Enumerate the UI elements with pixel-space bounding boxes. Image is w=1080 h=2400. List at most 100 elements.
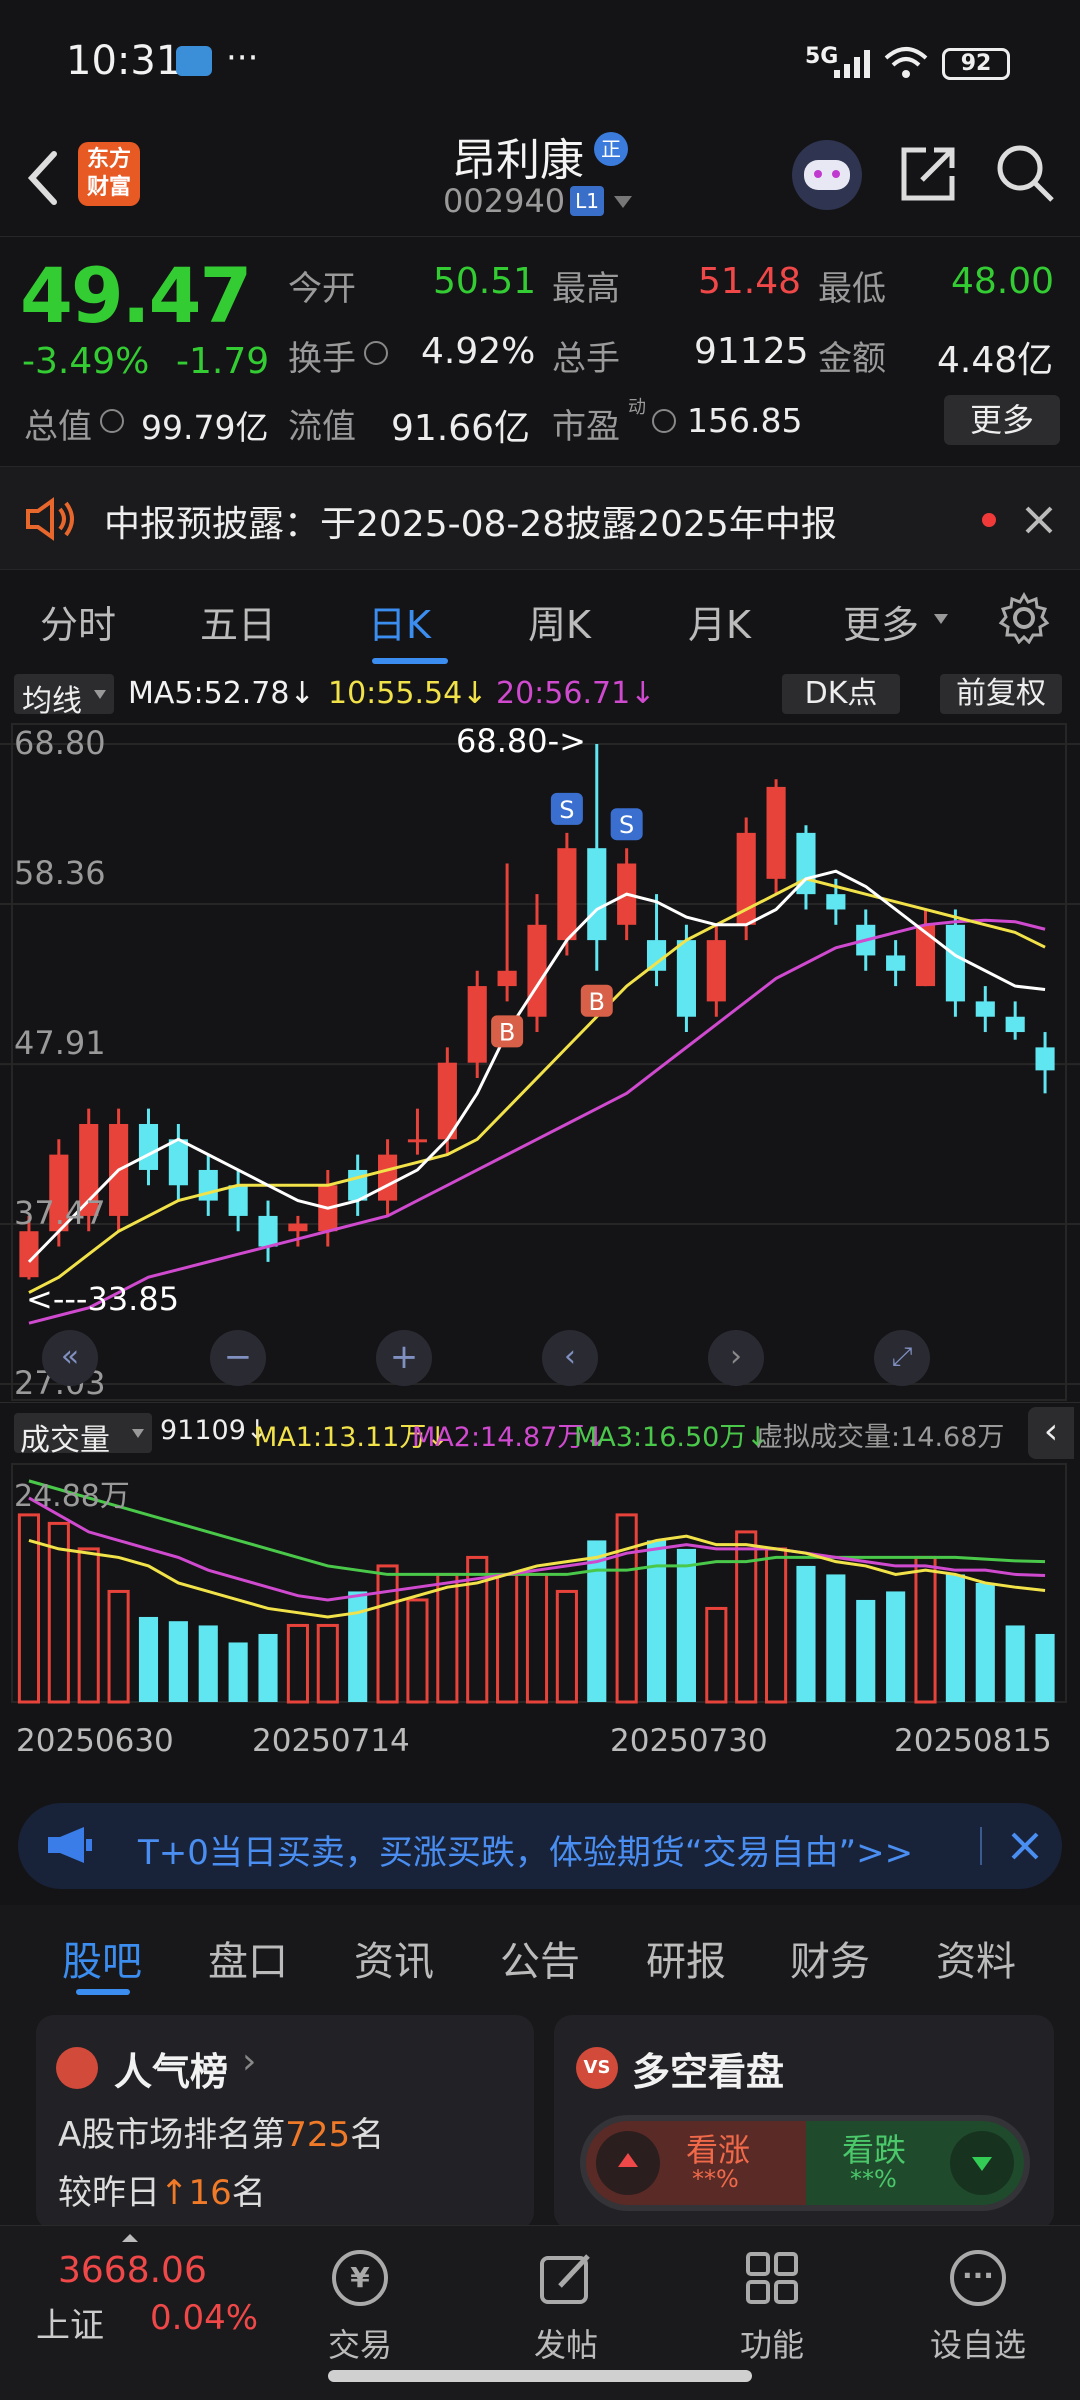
ma20-value: 20:56.71↓ — [496, 676, 656, 711]
change-percent: -3.49% — [22, 341, 150, 382]
info-icon[interactable] — [652, 409, 676, 433]
tab-intraday[interactable]: 分时 — [40, 603, 117, 647]
candle-body — [378, 1154, 398, 1201]
candle-body — [646, 940, 667, 971]
high-value: 51.48 — [698, 261, 802, 302]
nav-functions[interactable]: 功能 — [712, 2240, 832, 2366]
tab-forum[interactable]: 股吧 — [62, 1939, 142, 1985]
yen-icon: ¥ — [332, 2250, 388, 2306]
signal-marker — [580, 984, 613, 1017]
share-icon[interactable] — [898, 142, 960, 204]
chevron-up-icon[interactable] — [122, 2234, 138, 2242]
notice-text: 中报预披露：于2025-08-28披露2025年中报 — [104, 504, 837, 545]
chevron-down-icon[interactable] — [934, 614, 948, 624]
fullscreen-icon[interactable]: ⤢ — [874, 1330, 930, 1386]
date-axis: 20250630 20250714 20250730 20250815 — [0, 1707, 1080, 1787]
change-amount: -1.79 — [176, 341, 270, 382]
scroll-start-button[interactable]: « — [42, 1330, 98, 1386]
tab-daily-k[interactable]: 日K — [368, 603, 431, 647]
nav-watch-label: 设自选 — [929, 2326, 1026, 2364]
mcap-label: 总值 — [24, 407, 92, 447]
tab-announcements[interactable]: 公告 — [500, 1939, 580, 1985]
index-value[interactable]: 3668.06 — [58, 2250, 207, 2291]
volume-bar — [735, 1530, 758, 1704]
promo-banner[interactable]: T+0当日买卖，买涨买跌，体验期货“交易自由”>> — [18, 1803, 1062, 1889]
indicator-bar: 均线 MA5:52.78↓ 10:55.54↓ 20:56.71↓ DK点 前复… — [0, 666, 1080, 722]
index-name[interactable]: 上证 — [36, 2306, 104, 2346]
search-icon[interactable] — [994, 142, 1056, 204]
home-indicator[interactable] — [328, 2370, 752, 2382]
battery-level: 92 — [960, 51, 992, 76]
vote-down-button[interactable]: 看跌 **% — [806, 2121, 1024, 2205]
tab-news[interactable]: 资讯 — [354, 1939, 434, 1985]
tab-monthly-k[interactable]: 月K — [688, 603, 751, 647]
volume-selector[interactable]: 成交量 — [14, 1413, 152, 1458]
arrow-up-icon — [618, 2153, 638, 2167]
volume-bar — [436, 1572, 459, 1704]
collapse-panel-button[interactable]: ‹ — [1028, 1407, 1074, 1459]
candle-body — [79, 1123, 99, 1216]
ma-selector[interactable]: 均线 — [14, 674, 114, 719]
scroll-left-button[interactable]: ‹ — [542, 1330, 598, 1386]
signal-marker-label: S — [619, 811, 634, 839]
info-icon[interactable] — [364, 341, 388, 365]
candle-body — [886, 955, 906, 971]
volume-indicator-bar: 成交量 91109↓ MA1:13.11万↓ MA2:14.87万↓ MA3:1… — [0, 1402, 1080, 1462]
volume-bar — [646, 1540, 667, 1702]
volume-current: 91109↓ — [160, 1415, 269, 1446]
tab-weekly-k[interactable]: 周K — [528, 603, 591, 647]
zoom-in-button[interactable]: + — [376, 1330, 432, 1386]
robot-assistant-icon[interactable] — [792, 140, 862, 210]
open-label: 今开 — [288, 269, 356, 309]
candle-body — [527, 924, 547, 1017]
price-adjust-button[interactable]: 前复权 — [940, 674, 1062, 714]
nav-post[interactable]: 发帖 — [506, 2240, 626, 2366]
tab-more[interactable]: 更多 — [843, 603, 920, 647]
app-logo[interactable]: 东方 财富 — [78, 142, 140, 206]
candle-body — [407, 1139, 428, 1143]
dk-point-button[interactable]: DK点 — [782, 674, 900, 714]
vol-ma1: MA1:13.11万↓ — [254, 1422, 449, 1453]
gear-icon[interactable] — [998, 592, 1050, 644]
tab-finance[interactable]: 财务 — [790, 1939, 870, 1985]
active-tab-indicator — [372, 658, 448, 664]
tab-orderbook[interactable]: 盘口 — [208, 1939, 288, 1985]
bull-bear-card[interactable]: VS 多空看盘 看涨 **% 看跌 **% — [554, 2015, 1054, 2230]
candle-body — [826, 894, 846, 910]
info-icon[interactable] — [100, 409, 124, 433]
more-button[interactable]: 更多 — [944, 395, 1060, 445]
nav-trade[interactable]: ¥ 交易 — [300, 2240, 420, 2366]
chevron-down-icon[interactable] — [614, 196, 632, 208]
badge-icon: 正 — [594, 132, 628, 166]
pe-value: 156.85 — [687, 401, 803, 440]
volume-svg[interactable]: 24.88万 — [0, 1462, 1080, 1707]
volume-bar — [17, 1513, 41, 1704]
y-tick: 68.80 — [14, 724, 106, 762]
index-percent[interactable]: 0.04% — [150, 2298, 259, 2338]
tab-profile[interactable]: 资料 — [936, 1939, 1016, 1985]
signal-icon — [834, 50, 870, 78]
back-icon[interactable] — [22, 148, 62, 208]
nav-add-watchlist[interactable]: ··· 设自选 — [918, 2240, 1038, 2366]
close-icon[interactable] — [1010, 1831, 1040, 1861]
x-tick: 20250714 — [252, 1723, 410, 1759]
vs-icon: VS — [576, 2047, 618, 2089]
close-icon[interactable] — [1024, 505, 1054, 535]
notice-bar[interactable]: 中报预披露：于2025-08-28披露2025年中报 — [0, 466, 1080, 570]
candle-body — [467, 986, 487, 1063]
vol-ma2-line — [28, 1496, 1046, 1602]
ma-selector-label: 均线 — [22, 684, 82, 719]
popularity-card[interactable]: 人气榜 › A股市场排名第725名 较昨日↑16名 — [36, 2015, 534, 2230]
vol-ma3-line — [28, 1479, 1046, 1576]
scroll-right-button[interactable]: › — [708, 1330, 764, 1386]
vote-up-button[interactable]: 看涨 **% — [586, 2121, 808, 2205]
level-badge[interactable]: L1 — [570, 186, 604, 216]
tab-research[interactable]: 研报 — [646, 1939, 726, 1985]
volume-bar — [47, 1521, 70, 1704]
volume-bar — [856, 1599, 876, 1702]
tab-five-day[interactable]: 五日 — [200, 603, 277, 647]
volume-chart[interactable]: 24.88万 — [0, 1462, 1080, 1707]
zoom-out-button[interactable]: − — [210, 1330, 266, 1386]
